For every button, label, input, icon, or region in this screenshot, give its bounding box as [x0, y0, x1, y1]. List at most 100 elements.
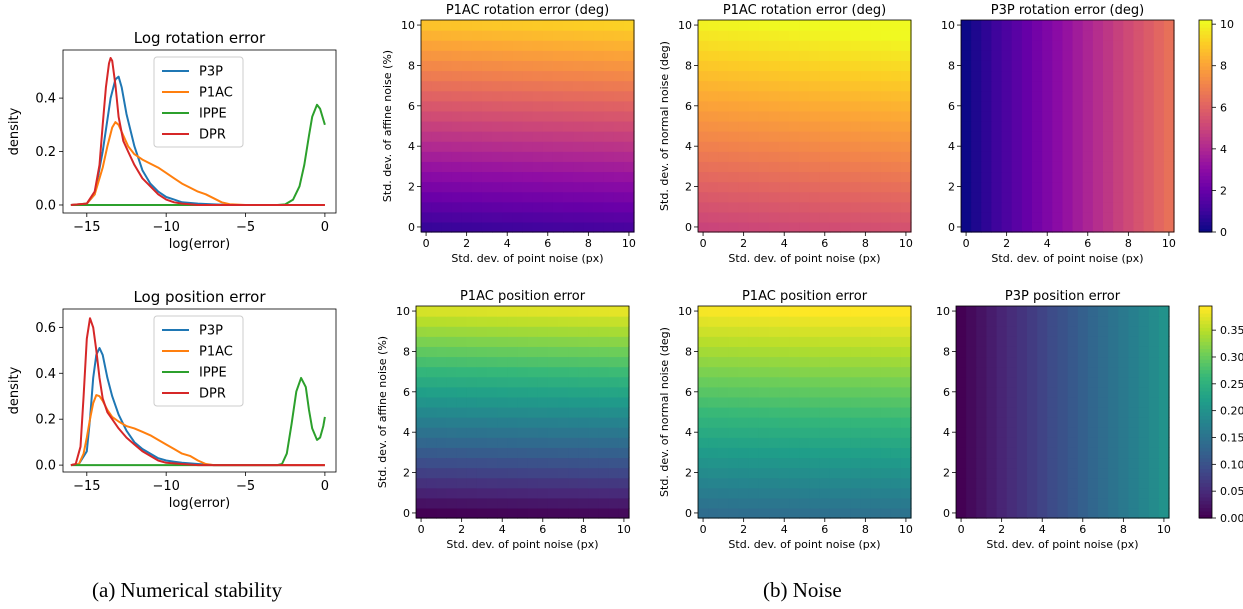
heatmap-cell: [1067, 316, 1079, 327]
heatmap-cell: [718, 457, 730, 469]
heatmap-cell: [426, 366, 437, 378]
heatmap-cell: [1027, 447, 1038, 459]
heatmap-cell: [1113, 161, 1124, 173]
heatmap-cell: [451, 191, 463, 203]
heatmap-cell: [1037, 406, 1048, 418]
colorbar-segment: [1199, 136, 1212, 141]
heatmap-cell: [890, 336, 902, 347]
heatmap-cell: [890, 306, 902, 317]
heatmap-cell: [758, 191, 770, 203]
heatmap-cell: [728, 406, 740, 418]
heatmap-cell: [698, 467, 709, 479]
heatmap-cell: [527, 346, 539, 358]
heatmap-cell: [748, 447, 760, 459]
heatmap-cell: [583, 90, 595, 102]
x-axis-label: log(error): [169, 237, 230, 252]
heatmap-cell: [1118, 487, 1130, 499]
heatmap-cell: [598, 366, 610, 378]
heatmap-cell: [1118, 477, 1130, 489]
heatmap-cell: [758, 487, 770, 499]
heatmap-cell: [537, 477, 549, 489]
heatmap-cell: [487, 406, 498, 418]
heatmap-cell: [1027, 507, 1038, 519]
heatmap-cell: [598, 457, 610, 469]
heatmap-cell: [1153, 171, 1165, 183]
legend-label-p3p: P3P: [199, 65, 223, 80]
heatmap-cell: [558, 437, 569, 448]
heatmap-cell: [1057, 507, 1069, 519]
heatmap-cell: [718, 386, 730, 398]
heatmap-cell: [1128, 427, 1140, 438]
heatmap-cell: [971, 161, 982, 173]
heatmap-cell: [532, 131, 544, 142]
x-tick-label: 0: [700, 237, 707, 250]
heatmap-cell: [1047, 427, 1059, 438]
colorbar-segment: [1199, 175, 1212, 180]
colorbar-segment: [1199, 316, 1212, 321]
heatmap-cell: [829, 191, 841, 203]
heatmap-cell: [880, 507, 892, 519]
heatmap-cell: [728, 80, 740, 92]
heatmap-cell: [421, 30, 432, 41]
heatmap-cell: [799, 181, 811, 193]
heatmap-cell: [956, 316, 967, 327]
heatmap-cell: [890, 40, 902, 51]
heatmap-cell: [542, 40, 554, 51]
heatmap-cell: [507, 316, 519, 327]
heatmap-cell: [779, 306, 790, 317]
colorbar-tick-label: 0.00: [1220, 512, 1243, 525]
heatmap-cell: [603, 50, 615, 61]
heatmap-cell: [850, 201, 861, 213]
heatmap-cell: [900, 326, 912, 337]
heatmap-cell: [870, 356, 882, 368]
heatmap-cell: [1032, 90, 1043, 102]
heatmap-cell: [522, 191, 534, 203]
heatmap-cell: [789, 447, 801, 459]
heatmap-cell: [481, 171, 493, 183]
heatmap-cell: [728, 376, 740, 388]
heatmap-cell: [769, 467, 780, 479]
heatmap-cell: [1047, 316, 1059, 327]
heatmap-cell: [971, 131, 982, 142]
heatmap-cell: [527, 376, 539, 388]
heatmap-cell: [698, 110, 709, 122]
heatmap-cell: [1108, 487, 1119, 499]
heatmap-cell: [1042, 20, 1053, 31]
heatmap-cell: [900, 316, 912, 327]
heatmap-cell: [728, 306, 740, 317]
colorbar-segment: [1199, 454, 1212, 459]
heatmap-cell: [507, 366, 519, 378]
heatmap-cell: [1021, 211, 1033, 223]
heatmap-cell: [517, 467, 529, 479]
heatmap-cell: [1067, 336, 1079, 347]
colorbar-tick-label: 10: [1220, 18, 1234, 31]
heatmap-cell: [451, 211, 463, 223]
heatmap-cell: [708, 80, 719, 92]
heatmap-cell: [426, 507, 437, 519]
heatmap-cell: [1138, 326, 1150, 337]
heatmap-cell: [829, 161, 841, 173]
heatmap-cell: [698, 40, 709, 51]
heatmap-cell: [718, 211, 730, 223]
colorbar-frame: [1198, 305, 1213, 519]
heatmap-cell: [466, 507, 478, 519]
heatmap-cell: [608, 437, 620, 448]
heatmap-cell: [558, 497, 569, 509]
heatmap-cell: [568, 487, 579, 499]
heatmap-cell: [532, 191, 544, 203]
heatmap-cell: [522, 131, 534, 142]
heatmap-cell: [568, 346, 579, 358]
heatmap-cell: [728, 201, 740, 213]
heatmap-cell: [880, 221, 892, 233]
heatmap-cell: [1143, 60, 1155, 72]
y-tick-label: 6: [685, 386, 692, 399]
heatmap-cell: [487, 487, 498, 499]
heatmap-cell: [718, 70, 730, 82]
heatmap-cell: [1163, 221, 1175, 233]
heatmap-cell: [961, 120, 972, 132]
heatmap-cell: [1143, 141, 1155, 152]
heatmap-cell: [1148, 417, 1160, 428]
heatmap-cell: [512, 151, 524, 162]
heatmap-cell: [779, 396, 790, 408]
colorbar-tick-label: 0.20: [1220, 405, 1243, 418]
